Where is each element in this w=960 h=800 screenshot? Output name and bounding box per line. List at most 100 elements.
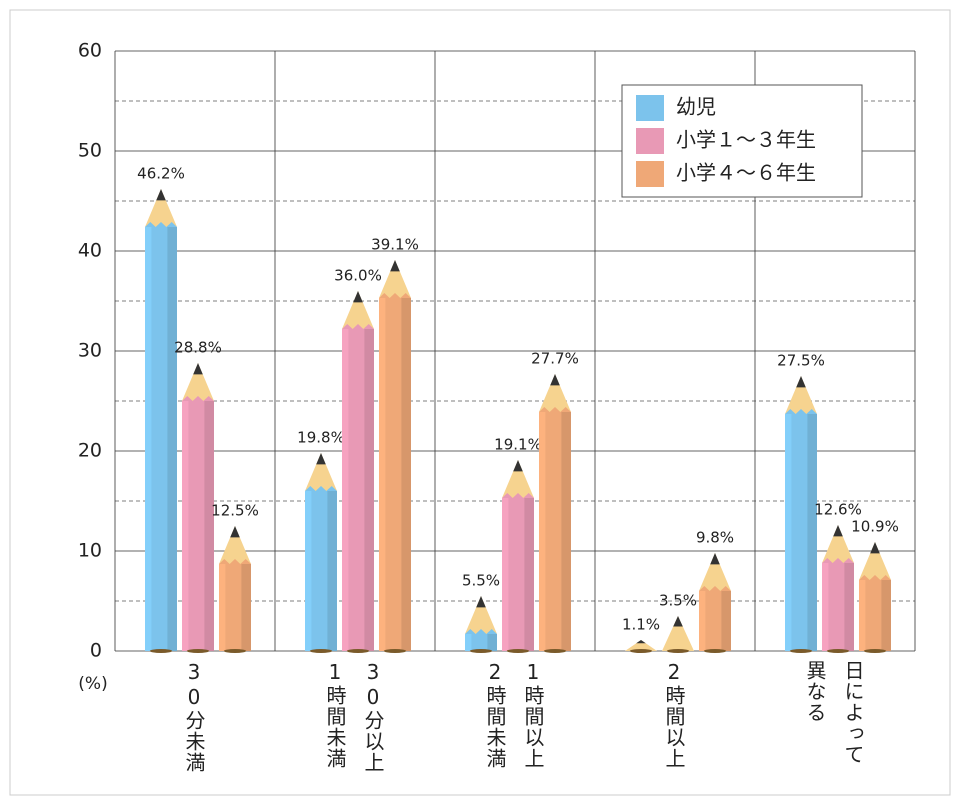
value-label: 27.7% <box>531 350 579 368</box>
pencil-end <box>223 649 247 653</box>
pencil-light <box>342 329 349 651</box>
pencil <box>502 460 534 653</box>
pencil-light <box>859 580 866 651</box>
pencil-light <box>182 401 189 651</box>
pencil-lead <box>230 526 240 538</box>
pencil-light <box>465 634 472 651</box>
value-label: 19.8% <box>297 429 345 447</box>
x-tick-label: 1時間未満 <box>323 660 347 769</box>
x-tick-label: 異なる <box>803 660 827 723</box>
pencil-shade <box>364 329 374 651</box>
pencil-light <box>785 414 792 651</box>
pencil-light <box>379 298 386 651</box>
pencil-shade <box>844 563 854 651</box>
value-label: 1.1% <box>622 616 660 634</box>
pencil-lead <box>636 640 646 644</box>
value-label: 19.1% <box>494 436 542 454</box>
y-tick-label: 0 <box>90 640 102 662</box>
pencil-shade <box>881 580 891 651</box>
pencil-lead <box>833 525 843 537</box>
pencil-cone <box>502 460 534 498</box>
pencil-end <box>826 649 850 653</box>
pencil-lead <box>673 616 683 627</box>
pencil-end <box>383 649 407 653</box>
x-tick-label: 2時間以上 <box>662 660 686 769</box>
y-tick-label: 60 <box>78 40 102 62</box>
pencil-end <box>506 649 530 653</box>
legend-label: 小学１～３年生 <box>676 128 816 152</box>
pencil <box>822 525 854 653</box>
pencil-cone <box>219 526 251 564</box>
pencil <box>662 616 694 653</box>
value-label: 10.9% <box>851 518 899 536</box>
pencil-shade <box>487 634 497 651</box>
pencil-lead <box>710 553 720 565</box>
pencil-shade <box>524 498 534 651</box>
y-tick-label: 40 <box>78 240 102 262</box>
pencil-light <box>145 227 152 651</box>
pencil-shade <box>204 401 214 651</box>
pencil-end <box>863 649 887 653</box>
pencil-lead <box>156 189 166 201</box>
pencil-end <box>186 649 210 653</box>
value-label: 12.5% <box>211 502 259 520</box>
pencil-cone <box>465 596 497 634</box>
pencil-lead <box>513 460 523 472</box>
y-tick-label: 20 <box>78 440 102 462</box>
pencil-end <box>703 649 727 653</box>
pencil-end <box>666 649 690 653</box>
pencil-end <box>789 649 813 653</box>
pencil-cone <box>305 453 337 491</box>
pencil-lead <box>870 542 880 554</box>
pencil-light <box>502 498 509 651</box>
pencil <box>859 542 891 653</box>
value-label: 36.0% <box>334 267 382 285</box>
pencil-lead <box>316 453 326 465</box>
x-tick-label: 1時間以上 <box>521 660 545 769</box>
x-tick-label: 30分未満 <box>182 660 206 773</box>
y-tick-label: 30 <box>78 340 102 362</box>
pencil-cone <box>662 616 694 651</box>
pencil-end <box>629 649 653 653</box>
value-label: 46.2% <box>137 165 185 183</box>
pencil <box>305 453 337 653</box>
pencil-shade <box>721 591 731 651</box>
pencil-cone <box>379 260 411 298</box>
x-tick-label: 2時間未満 <box>483 660 507 769</box>
pencil-cone <box>699 553 731 591</box>
legend-label: 幼児 <box>676 95 716 119</box>
value-label: 3.5% <box>659 592 697 610</box>
pencil-shade <box>167 227 177 651</box>
frame <box>9 9 951 796</box>
pencil <box>785 376 817 653</box>
pencil <box>182 363 214 653</box>
pencil <box>219 526 251 653</box>
pencil-shade <box>401 298 411 651</box>
pencil-lead <box>390 260 400 272</box>
pencil <box>342 291 374 653</box>
pencil-end <box>149 649 173 653</box>
pencil-end <box>309 649 333 653</box>
pencil-lead <box>550 374 560 386</box>
pencil-light <box>539 412 546 651</box>
pencil-shade <box>327 491 337 651</box>
pencil-cone <box>625 640 657 651</box>
value-label: 27.5% <box>777 352 825 370</box>
pencil-cone <box>539 374 571 412</box>
value-label: 9.8% <box>696 529 734 547</box>
pencil-end <box>543 649 567 653</box>
pencil-lead <box>193 363 203 375</box>
pencil-cone <box>182 363 214 401</box>
pencil-end <box>346 649 370 653</box>
y-axis-label: (%) <box>78 674 107 694</box>
pencil-shade <box>807 414 817 651</box>
pencil-light <box>822 563 829 651</box>
pencil <box>465 596 497 653</box>
y-tick-label: 10 <box>78 540 102 562</box>
pencil-shade <box>561 412 571 651</box>
pencil-lead <box>353 291 363 303</box>
value-label: 28.8% <box>174 339 222 357</box>
